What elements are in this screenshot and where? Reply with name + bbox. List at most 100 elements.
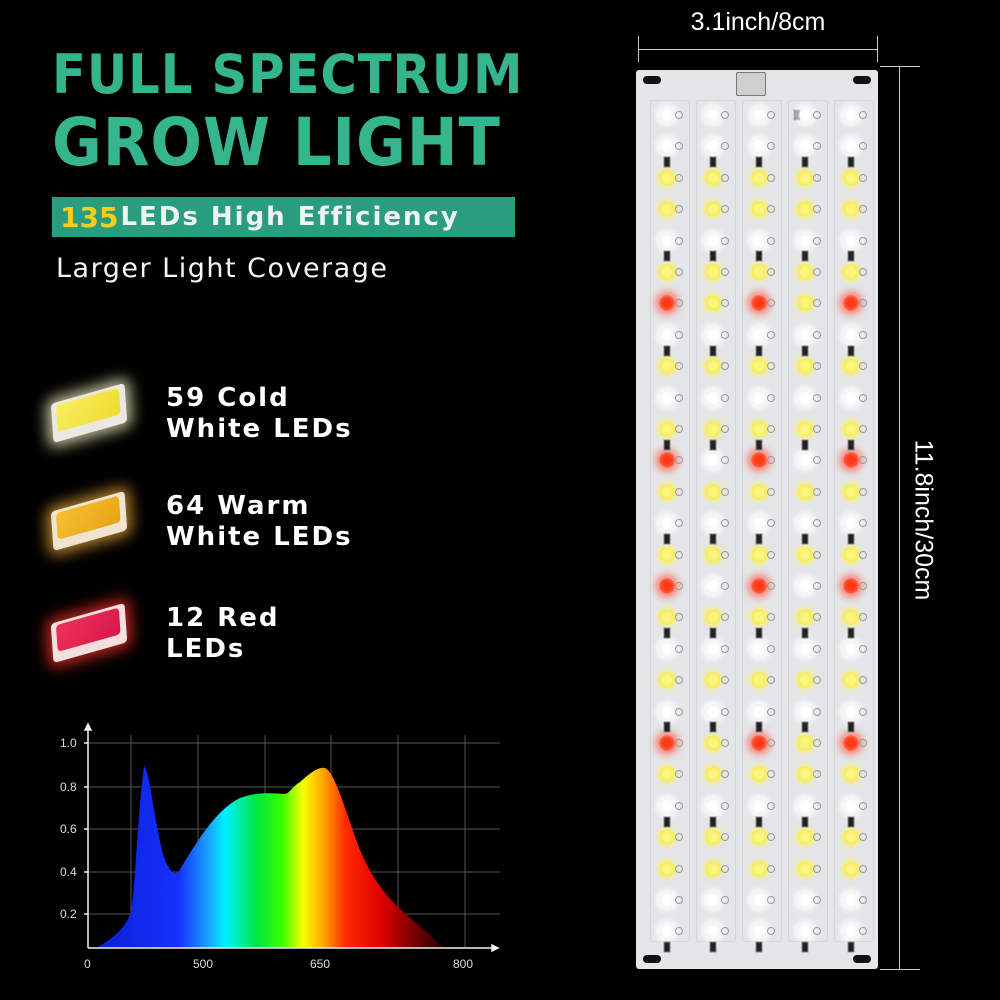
led-polarity-mark-icon <box>813 205 821 214</box>
resistor-icon <box>663 345 671 356</box>
led-polarity-mark-icon <box>767 896 775 904</box>
led-polarity-mark-icon <box>675 142 683 151</box>
led-polarity-mark-icon <box>675 613 683 622</box>
width-dimension-line <box>638 49 878 50</box>
led-polarity-mark-icon <box>813 582 821 590</box>
warm-white-led-icon <box>705 546 721 563</box>
warm-white-led-icon <box>705 672 721 689</box>
headline-line-1: FULL SPECTRUM <box>52 43 524 106</box>
legend-cold-white-line1: 59 Cold <box>166 383 290 413</box>
red-led-icon <box>843 452 859 469</box>
cold-white-led-icon <box>659 107 675 123</box>
warm-white-led-icon <box>843 358 859 375</box>
led-polarity-mark-icon <box>721 236 729 245</box>
led-polarity-mark-icon <box>767 582 775 590</box>
warm-white-led-icon <box>797 609 813 626</box>
warm-white-led-icon <box>797 358 813 375</box>
led-polarity-mark-icon <box>767 801 775 810</box>
warm-white-led-icon <box>797 829 813 846</box>
cold-white-led-icon <box>705 232 721 249</box>
led-polarity-mark-icon <box>767 456 775 465</box>
led-polarity-mark-icon <box>859 801 867 810</box>
resistor-icon <box>663 533 671 545</box>
resistor-icon <box>663 156 671 168</box>
warm-white-led-icon <box>751 421 767 437</box>
resistor-icon <box>801 439 809 451</box>
mount-slot-icon <box>853 955 871 963</box>
led-polarity-mark-icon <box>767 487 775 496</box>
cold-white-led-icon <box>705 515 721 532</box>
cold-white-led-icon <box>797 389 813 406</box>
led-polarity-mark-icon <box>859 268 867 276</box>
led-polarity-mark-icon <box>813 330 821 339</box>
resistor-icon <box>847 627 855 639</box>
led-polarity-mark-icon <box>675 770 683 779</box>
led-polarity-mark-icon <box>721 927 729 936</box>
usb-c-connector-icon <box>736 72 766 96</box>
resistor-icon <box>801 721 809 733</box>
led-polarity-mark-icon <box>813 676 821 685</box>
warm-white-led-icon <box>705 169 721 186</box>
resistor-icon <box>847 439 855 451</box>
led-polarity-mark-icon <box>675 236 683 245</box>
cold-white-led-icon <box>797 923 813 940</box>
cold-white-led-icon <box>705 138 721 155</box>
cold-white-led-icon <box>843 138 859 155</box>
led-polarity-mark-icon <box>859 330 867 339</box>
warm-white-led-icon <box>751 609 767 626</box>
resistor-icon <box>847 941 855 953</box>
led-polarity-mark-icon <box>767 299 775 308</box>
led-polarity-mark-icon <box>859 676 867 685</box>
led-polarity-mark-icon <box>767 676 775 685</box>
led-polarity-mark-icon <box>813 487 821 496</box>
led-polarity-mark-icon <box>675 487 683 496</box>
led-polarity-mark-icon <box>859 299 867 308</box>
cold-white-led-icon <box>797 452 813 469</box>
resistor-icon <box>755 439 763 451</box>
warm-white-led-icon <box>843 421 859 437</box>
led-polarity-mark-icon <box>813 362 821 371</box>
warm-white-led-icon <box>659 264 675 280</box>
cold-white-led-icon <box>659 703 675 720</box>
cold-white-led-icon <box>751 515 767 532</box>
warm-white-led-icon <box>797 264 813 280</box>
red-led-icon <box>751 735 767 751</box>
led-polarity-mark-icon <box>675 173 683 182</box>
x-tick-800: 800 <box>453 957 474 971</box>
led-polarity-mark-icon <box>859 644 867 653</box>
led-polarity-mark-icon <box>675 644 683 653</box>
led-polarity-mark-icon <box>721 142 729 151</box>
led-polarity-mark-icon <box>859 833 867 842</box>
led-polarity-mark-icon <box>859 456 867 465</box>
warm-white-led-icon <box>797 201 813 218</box>
warm-white-led-icon <box>751 672 767 689</box>
y-tick-0-8: 0.8 <box>60 780 77 794</box>
warm-white-led-icon <box>705 609 721 626</box>
warm-white-led-icon <box>705 358 721 375</box>
led-polarity-mark-icon <box>767 927 775 936</box>
led-polarity-mark-icon <box>721 550 729 559</box>
cold-white-led-icon <box>659 923 675 940</box>
led-polarity-mark-icon <box>767 739 775 747</box>
warm-white-led-icon <box>843 546 859 563</box>
led-polarity-mark-icon <box>675 927 683 936</box>
led-polarity-mark-icon <box>767 770 775 779</box>
led-polarity-mark-icon <box>813 299 821 308</box>
led-polarity-mark-icon <box>859 896 867 904</box>
resistor-icon <box>801 345 809 356</box>
led-polarity-mark-icon <box>813 425 821 433</box>
led-polarity-mark-icon <box>767 268 775 276</box>
x-tick-0: 0 <box>84 957 91 971</box>
cold-white-led-icon <box>797 578 813 594</box>
led-polarity-mark-icon <box>813 739 821 747</box>
led-polarity-mark-icon <box>721 801 729 810</box>
warm-white-led-icon <box>659 483 675 500</box>
led-polarity-mark-icon <box>767 425 775 433</box>
cold-white-led-icon <box>843 389 859 406</box>
cold-white-led-icon <box>659 389 675 406</box>
led-polarity-mark-icon <box>859 111 867 119</box>
led-polarity-mark-icon <box>721 644 729 653</box>
resistor-icon <box>847 156 855 168</box>
red-led-icon <box>843 735 859 751</box>
led-polarity-mark-icon <box>767 550 775 559</box>
